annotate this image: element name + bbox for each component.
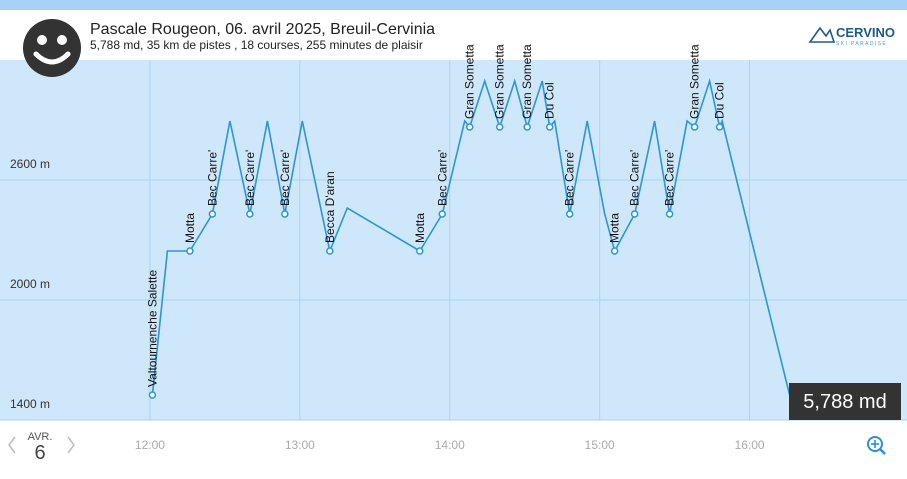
point-label: Motta	[608, 213, 622, 243]
point	[545, 123, 554, 131]
badge: 5,788 md	[803, 391, 886, 413]
point	[416, 247, 424, 255]
y-tick-label: 2000 m	[10, 277, 50, 291]
month: AVR.	[28, 431, 53, 443]
point-label: Du Col	[713, 82, 727, 119]
point	[246, 210, 254, 218]
elevation-line	[151, 77, 791, 396]
point	[523, 123, 531, 131]
point-label: Bec Carre'	[563, 150, 577, 206]
logo: CERVINO SKI PARADISE	[808, 25, 895, 47]
smiley	[23, 19, 81, 77]
point-label: Bec Carre'	[278, 150, 292, 206]
y-tick-label: 2600 m	[10, 157, 50, 171]
point	[610, 247, 619, 255]
point	[715, 123, 724, 131]
point-label: Bec Carre'	[663, 150, 677, 206]
point	[565, 210, 574, 218]
footer-bg	[0, 420, 907, 474]
zoom-button[interactable]	[867, 436, 886, 455]
plot-bg	[0, 60, 907, 420]
point-label: Valtournenche Salette	[145, 269, 159, 387]
point-label: Du Col	[543, 82, 557, 119]
point-label: Bec Carre'	[435, 150, 449, 206]
point-label: Becca D'aran	[323, 171, 337, 243]
x-tick-label: 15:00	[585, 438, 615, 452]
point	[148, 391, 157, 399]
point	[281, 210, 289, 218]
point	[665, 210, 674, 218]
point-label: Bec Carre'	[628, 150, 642, 206]
point-label: Motta	[183, 213, 197, 243]
x-tick-label: 16:00	[735, 438, 765, 452]
y-tick-label: 1400 m	[10, 397, 50, 411]
badge-bg	[789, 383, 901, 420]
point	[495, 123, 504, 131]
point-label: Bec Carre'	[243, 150, 257, 206]
point-label: Gran Sometta	[493, 44, 507, 119]
x-tick-label: 14:00	[435, 438, 465, 452]
point	[438, 210, 447, 218]
x-tick-label: 12:00	[135, 438, 165, 452]
point-label: Motta	[413, 213, 427, 243]
point-label: Gran Sometta	[463, 44, 477, 119]
logo-text: CERVINO	[836, 25, 895, 40]
point	[186, 247, 194, 255]
point-label: Bec Carre'	[205, 150, 219, 206]
logo-sub: SKI PARADISE	[836, 41, 887, 47]
point	[630, 210, 639, 218]
point	[465, 123, 474, 131]
x-tick-label: 13:00	[285, 438, 315, 452]
next-day[interactable]	[67, 436, 75, 454]
point-label: Gran Sometta	[520, 44, 534, 119]
point-label: Gran Sometta	[688, 44, 702, 119]
subtitle: 5,788 md, 35 km de pistes , 18 courses, …	[90, 38, 423, 52]
day: 6	[34, 442, 45, 464]
point	[326, 247, 334, 255]
header-bg	[0, 10, 907, 60]
point	[208, 210, 217, 218]
title: Pascale Rougeon, 06. avril 2025, Breuil-…	[90, 21, 435, 38]
point	[690, 123, 699, 131]
top-strip	[0, 0, 907, 10]
prev-day[interactable]	[8, 436, 16, 454]
